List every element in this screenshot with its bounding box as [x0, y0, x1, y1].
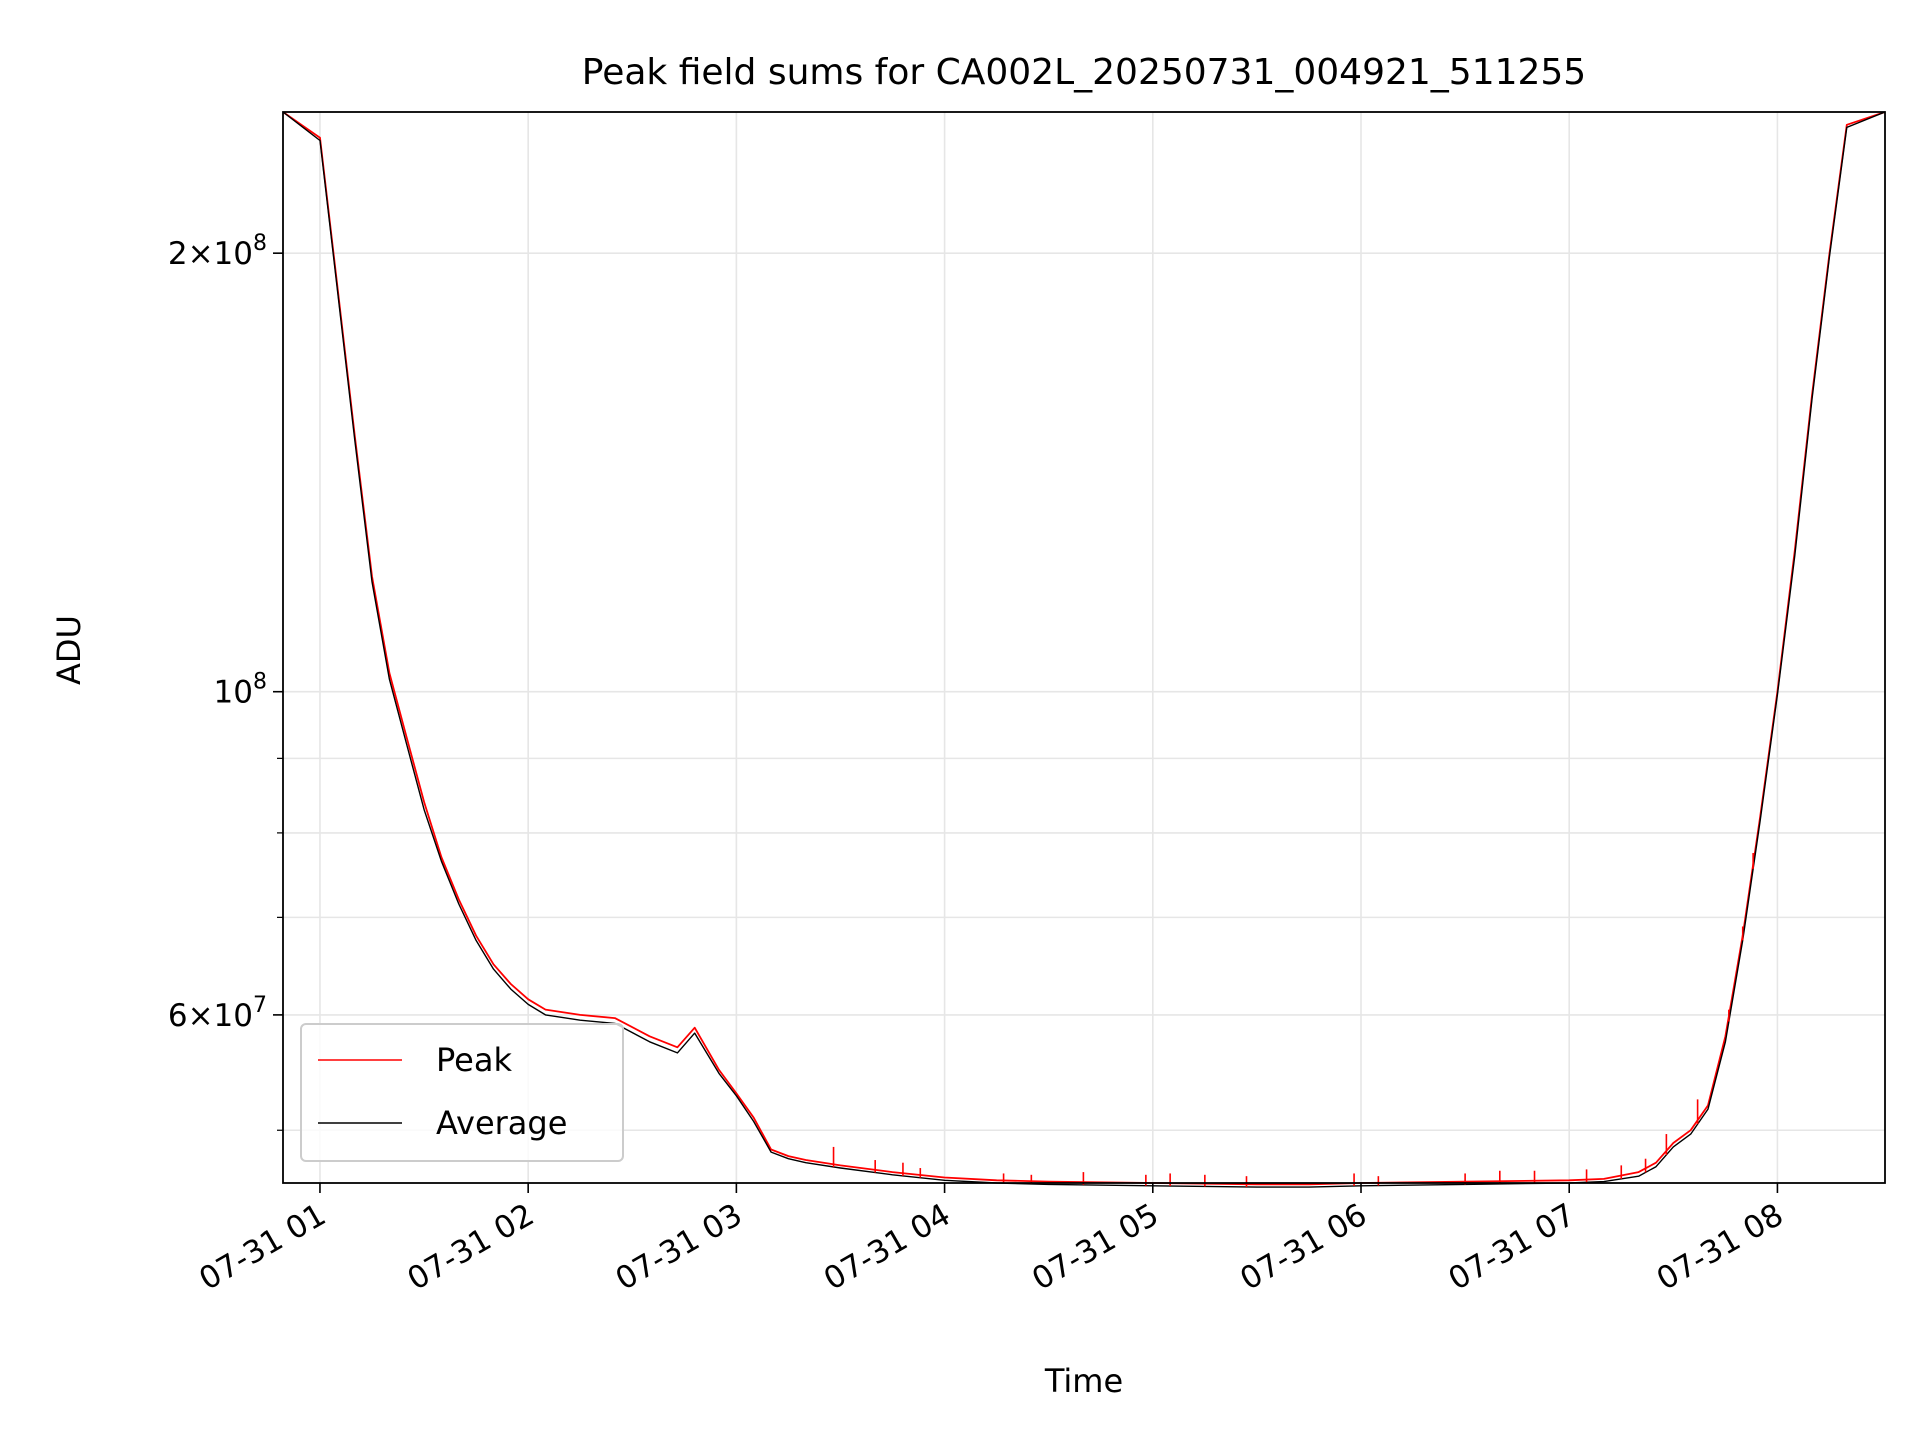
chart-title: Peak field sums for CA002L_20250731_0049… — [582, 52, 1586, 93]
series-layer — [282, 111, 1886, 1188]
y-tick-label: 6×107 — [168, 993, 267, 1034]
series-line-peak — [282, 111, 1886, 1186]
y-axis: 6×107 108 2×108 — [168, 231, 283, 1131]
legend-label-peak: Peak — [436, 1041, 512, 1079]
series-line-average — [282, 111, 1886, 1188]
legend: Peak Average — [300, 1023, 624, 1162]
y-tick-label: 2×108 — [168, 231, 267, 272]
plot-frame — [282, 111, 1886, 1184]
y-tick-label: 108 — [214, 670, 267, 711]
legend-box — [300, 1023, 624, 1162]
x-axis-label: Time — [1044, 1362, 1123, 1400]
legend-label-average: Average — [436, 1104, 567, 1142]
y-axis-label: ADU — [50, 615, 88, 685]
